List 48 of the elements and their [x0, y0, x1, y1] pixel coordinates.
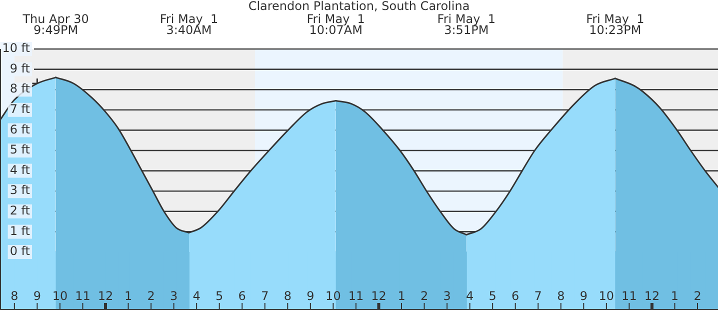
x-tick-label: 2 — [147, 289, 155, 303]
x-tick-label: 2 — [694, 289, 702, 303]
x-tick-label: 4 — [192, 289, 200, 303]
x-tick-label: 7 — [534, 289, 542, 303]
x-tick-label: 3 — [443, 289, 451, 303]
y-tick-label: 1 ft — [10, 224, 30, 238]
x-tick-label: 2 — [420, 289, 428, 303]
x-tick-label: 9 — [580, 289, 588, 303]
x-tick-label: 10 — [598, 289, 614, 303]
y-tick-label: 8 ft — [10, 82, 30, 96]
text: Fri May 1 10:07AM — [306, 12, 365, 38]
x-tick-label: 8 — [557, 289, 565, 303]
x-tick-label: 1 — [398, 289, 406, 303]
x-tick-label: 3 — [170, 289, 178, 303]
x-tick-label: 7 — [261, 289, 269, 303]
x-tick-label: 12 — [98, 289, 114, 303]
y-tick-label: 7 ft — [10, 102, 30, 116]
x-tick-label: 10 — [326, 289, 341, 303]
x-tick-label: 6 — [512, 289, 520, 303]
chart-title: Clarendon Plantation, South Carolina — [248, 0, 470, 14]
x-tick-label: 9 — [33, 289, 42, 303]
x-tick-label: 5 — [216, 289, 224, 303]
y-tick-label: 0 ft — [10, 244, 30, 258]
x-tick-label: 6 — [238, 289, 246, 303]
x-tick-label: 5 — [488, 289, 496, 303]
x-tick-label: 9 — [306, 289, 314, 303]
text: Fri May 1 3:40AM — [160, 12, 218, 38]
x-tick-label: 8 — [10, 289, 18, 303]
x-tick-label: 10 — [52, 289, 68, 303]
y-tick-label: 9 ft — [10, 61, 30, 76]
y-tick-label: 4 ft — [10, 162, 30, 177]
x-tick-label: 1 — [670, 289, 679, 303]
x-tick-label: 11 — [348, 289, 364, 303]
x-tick-label: 12 — [644, 289, 660, 303]
text: Fri May 1 10:23PM — [586, 12, 644, 38]
x-tick-label: 11 — [75, 289, 90, 303]
text: Fri May 1 3:51PM — [437, 12, 496, 38]
text: Thu Apr 30 9:49PM — [22, 12, 89, 38]
x-tick-label: 12 — [371, 289, 386, 303]
y-tick-label: 2 ft — [10, 204, 30, 218]
y-tick-label: 6 ft — [10, 122, 30, 136]
x-tick-label: 11 — [622, 289, 637, 303]
x-tick-label: 4 — [466, 289, 474, 303]
y-tick-label: 5 ft — [10, 142, 30, 157]
y-tick-label: 10 ft — [2, 41, 30, 56]
x-tick-label: 1 — [124, 289, 132, 303]
y-tick-label: 3 ft — [10, 183, 30, 198]
x-tick-label: 8 — [284, 289, 292, 303]
